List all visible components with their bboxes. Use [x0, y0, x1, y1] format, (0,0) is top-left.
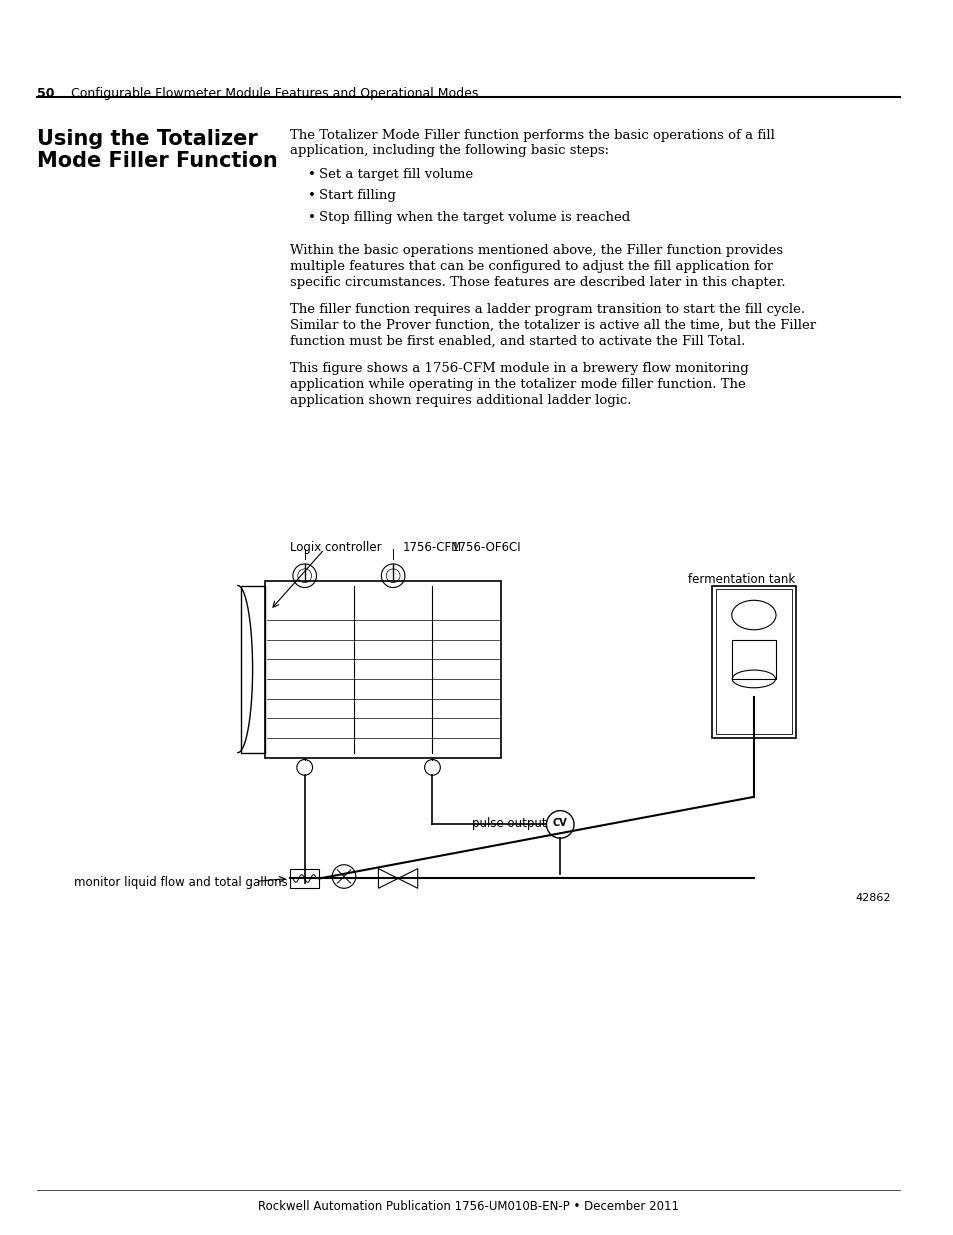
Bar: [290, 868, 319, 888]
Text: 1756-CFM: 1756-CFM: [402, 541, 462, 555]
Text: This figure shows a 1756-CFM module in a brewery flow monitoring: This figure shows a 1756-CFM module in a…: [290, 362, 748, 375]
Text: fermentation tank: fermentation tank: [687, 573, 795, 585]
Bar: [732, 640, 775, 679]
Text: The filler function requires a ladder program transition to start the fill cycle: The filler function requires a ladder pr…: [290, 304, 804, 316]
Text: Set a target fill volume: Set a target fill volume: [319, 168, 473, 180]
Text: monitor liquid flow and total gallons: monitor liquid flow and total gallons: [73, 877, 287, 889]
Text: pulse output: pulse output: [472, 816, 546, 830]
Bar: [711, 585, 796, 737]
Text: application while operating in the totalizer mode filler function. The: application while operating in the total…: [290, 378, 745, 391]
Text: •: •: [307, 189, 315, 203]
Text: 50: 50: [37, 88, 54, 100]
Bar: [715, 589, 791, 734]
Bar: [240, 585, 265, 752]
Text: Within the basic operations mentioned above, the Filler function provides: Within the basic operations mentioned ab…: [290, 245, 782, 257]
Text: CV: CV: [553, 819, 567, 829]
Text: •: •: [307, 168, 315, 180]
Text: Mode Filler Function: Mode Filler Function: [37, 151, 278, 172]
Text: Configurable Flowmeter Module Features and Operational Modes: Configurable Flowmeter Module Features a…: [71, 88, 477, 100]
Text: Start filling: Start filling: [319, 189, 395, 203]
Text: application, including the following basic steps:: application, including the following bas…: [290, 144, 608, 157]
Text: specific circumstances. Those features are described later in this chapter.: specific circumstances. Those features a…: [290, 275, 784, 289]
Text: multiple features that can be configured to adjust the fill application for: multiple features that can be configured…: [290, 261, 772, 273]
Text: Stop filling when the target volume is reached: Stop filling when the target volume is r…: [319, 211, 630, 224]
Text: function must be first enabled, and started to activate the Fill Total.: function must be first enabled, and star…: [290, 335, 744, 348]
Text: 42862: 42862: [854, 893, 890, 903]
Text: •: •: [307, 211, 315, 224]
Text: Similar to the Prover function, the totalizer is active all the time, but the Fi: Similar to the Prover function, the tota…: [290, 319, 815, 332]
Text: The Totalizer Mode Filler function performs the basic operations of a fill: The Totalizer Mode Filler function perfo…: [290, 128, 774, 142]
Text: Logix controller: Logix controller: [290, 541, 381, 555]
Text: application shown requires additional ladder logic.: application shown requires additional la…: [290, 394, 631, 406]
Text: Using the Totalizer: Using the Totalizer: [37, 128, 258, 148]
Text: 1756-OF6CI: 1756-OF6CI: [452, 541, 521, 555]
Bar: [265, 580, 500, 757]
Text: Rockwell Automation Publication 1756-UM010B-EN-P • December 2011: Rockwell Automation Publication 1756-UM0…: [258, 1200, 679, 1213]
